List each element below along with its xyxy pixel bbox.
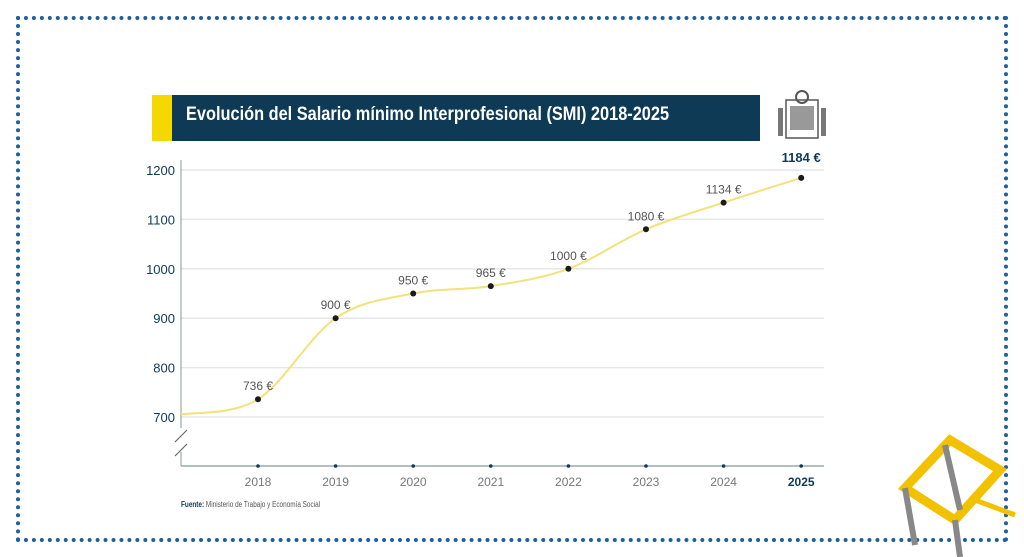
x-tick-label: 2021 <box>477 475 504 489</box>
dotted-frame <box>16 16 1008 542</box>
data-point <box>487 283 494 290</box>
y-tick-label: 1000 <box>146 262 175 277</box>
x-tick-label: 2022 <box>555 475 582 489</box>
y-tick-label: 1200 <box>146 163 175 178</box>
y-tick-label: 1100 <box>147 212 175 227</box>
data-label: 1000 € <box>550 249 587 263</box>
data-label: 1184 € <box>782 150 821 165</box>
title-accent <box>152 95 172 141</box>
chart-title: Evolución del Salario mínimo Interprofes… <box>186 104 670 125</box>
x-tick-label: 2023 <box>633 475 660 489</box>
y-tick-label: 700 <box>153 410 175 425</box>
data-point <box>643 226 649 233</box>
data-point <box>798 174 805 181</box>
x-tick <box>799 464 803 468</box>
x-tick <box>333 464 338 468</box>
data-label: 1134 € <box>706 183 742 197</box>
data-label: 900 € <box>321 298 351 312</box>
data-point <box>332 315 339 322</box>
title-bar <box>152 95 760 141</box>
x-tick-label: 2024 <box>710 475 737 489</box>
data-point <box>720 199 727 206</box>
x-tick <box>489 464 493 468</box>
series-line <box>180 176 802 416</box>
data-point <box>410 290 417 297</box>
data-label: 1080 € <box>628 209 665 223</box>
y-tick-label: 800 <box>153 361 175 376</box>
y-tick-label: 900 <box>153 311 175 326</box>
data-label: 950 € <box>398 274 428 288</box>
x-tick <box>566 464 571 468</box>
source-note: Fuente: Ministerio de Trabajo y Economía… <box>181 500 320 509</box>
data-point <box>565 265 572 272</box>
cube-logo-icon <box>898 434 1016 557</box>
x-tick <box>721 464 726 468</box>
x-tick <box>411 464 416 468</box>
x-tick <box>644 464 648 468</box>
source-text: Ministerio de Trabajo y Economía Social <box>205 500 321 509</box>
spain-coat-of-arms-icon <box>778 90 826 139</box>
x-tick <box>256 464 260 468</box>
x-tick-label: 2025 <box>788 475 815 489</box>
data-point <box>255 396 261 403</box>
data-label: 736 € <box>243 379 273 393</box>
data-label: 965 € <box>476 266 506 280</box>
x-tick-label: 2018 <box>245 475 272 489</box>
x-tick-label: 2020 <box>400 475 427 489</box>
x-tick-label: 2019 <box>322 475 349 489</box>
source-label: Fuente: <box>181 500 205 509</box>
axis-break-mark <box>174 429 188 457</box>
